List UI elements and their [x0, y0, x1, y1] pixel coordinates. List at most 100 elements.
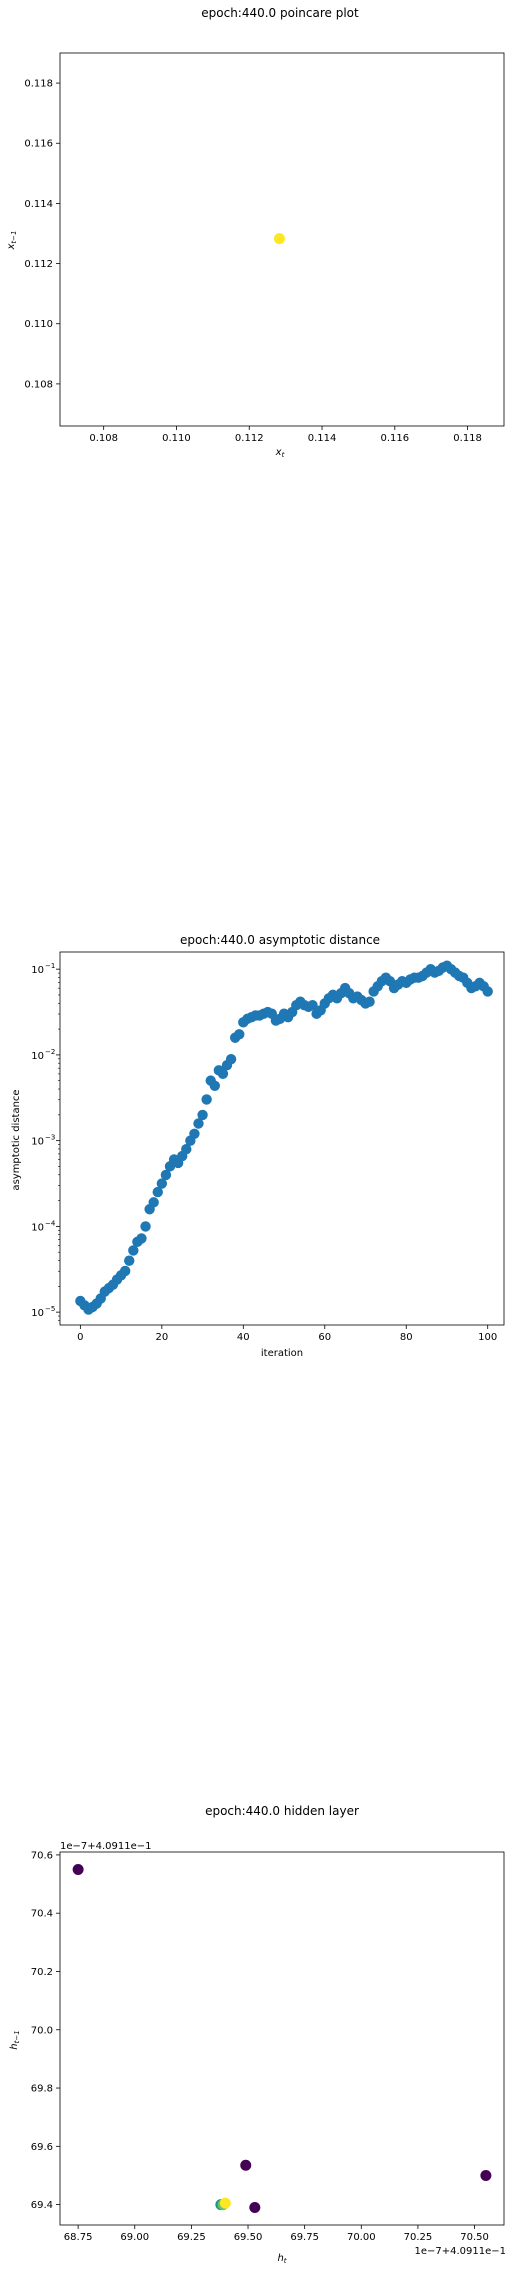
scatter-point: [234, 1029, 245, 1040]
y-tick-label: 10: [31, 1222, 44, 1233]
hidden-y-offset-text: 1e−7+4.0911e−1: [60, 1841, 152, 1852]
x-tick-label: 100: [478, 1332, 497, 1343]
scatter-point: [119, 1265, 131, 1277]
scatter-point: [181, 1144, 192, 1155]
scatter-point: [480, 2169, 492, 2181]
hidden-layer-chart: epoch:440.0 hidden layer 1e−7+4.0911e−1 …: [9, 1804, 506, 2265]
asymptotic-title: epoch:440.0 asymptotic distance: [180, 933, 380, 947]
asymptotic-points: [75, 960, 493, 1315]
y-tick-label: 69.8: [31, 2084, 53, 2095]
asymptotic-x-label: iteration: [261, 1348, 303, 1359]
scatter-point: [240, 2159, 252, 2171]
scatter-point: [217, 1068, 229, 1079]
scatter-point: [156, 1178, 168, 1189]
scatter-point: [128, 1245, 139, 1256]
scatter-point: [193, 1118, 204, 1129]
y-tick-base: 10: [31, 1222, 44, 1233]
hidden-y-label: ht−1: [9, 2030, 21, 2049]
asymptotic-y-label: asymptotic distance: [11, 1089, 22, 1190]
y-tick-label: 10: [31, 1051, 44, 1062]
y-tick-exponent: −4: [45, 1219, 56, 1227]
y-tick-exponent: −5: [45, 1305, 55, 1313]
asymptotic-y-ticks: 10−510−410−310−210−1: [31, 962, 60, 1321]
scatter-point: [124, 1255, 135, 1266]
asymptotic-distance-chart: epoch:440.0 asymptotic distance 0 20 40 60 8…: [11, 933, 505, 1359]
scatter-point: [219, 2197, 231, 2209]
scatter-point: [152, 1186, 163, 1198]
poincare-title: epoch:440.0 poincare plot: [201, 6, 359, 20]
x-tick-label: 69.50: [234, 2232, 263, 2243]
x-tick-label: 20: [155, 1332, 168, 1343]
scatter-point: [136, 1233, 147, 1244]
scatter-point: [249, 2202, 261, 2214]
y-tick-label: 0.112: [24, 259, 53, 270]
x-tick-label: 80: [400, 1332, 413, 1343]
y-tick-base: 10: [31, 1051, 44, 1062]
x-tick-label: 70.50: [460, 2232, 489, 2243]
x-tick-label: 60: [318, 1332, 331, 1343]
y-tick-base: 10: [31, 1137, 44, 1148]
y-tick-label: 70.0: [31, 2025, 53, 2036]
scatter-point: [160, 1169, 172, 1181]
poincare-plot-area: [59, 52, 505, 427]
y-tick-label: 70.6: [31, 1850, 53, 1861]
y-tick-label: 0.118: [24, 79, 53, 90]
hidden-title: epoch:440.0 hidden layer: [205, 1804, 359, 1818]
scatter-point: [148, 1197, 159, 1208]
y-tick-base: 10: [31, 1308, 44, 1319]
poincare-x-ticks: 0.108 0.110 0.112 0.114 0.116 0.118: [89, 426, 482, 444]
poincare-points: [273, 233, 285, 245]
scatter-point: [201, 1094, 212, 1105]
asymptotic-plot-area: [59, 951, 505, 1326]
asymptotic-x-ticks: 0 20 40 60 80 100: [77, 1325, 497, 1343]
scatter-point: [273, 233, 285, 245]
x-tick-label: 0.114: [308, 433, 337, 444]
poincare-chart: epoch:440.0 poincare plot 0.108 0.110 0.11…: [6, 6, 505, 459]
x-tick-label: 70.25: [404, 2232, 433, 2243]
poincare-x-label: xt: [275, 447, 285, 459]
x-tick-label: 69.75: [290, 2232, 319, 2243]
x-tick-label: 0.116: [380, 433, 409, 444]
hidden-x-offset-text: 1e−7+4.0911e−1: [414, 2246, 506, 2257]
scatter-point: [225, 1053, 237, 1065]
x-tick-label: 0.118: [453, 433, 482, 444]
scatter-point: [72, 1863, 84, 1875]
scatter-point: [482, 986, 493, 997]
y-tick-label: 10: [31, 965, 44, 976]
hidden-x-ticks: 68.75 69.00 69.25 69.50 69.75 70.00 70.25 70.50: [64, 2225, 489, 2243]
y-tick-label: 70.2: [31, 1967, 53, 1978]
y-tick-label: 10: [31, 1137, 44, 1148]
poincare-y-ticks: 0.108 0.110 0.112 0.114 0.116 0.118: [24, 79, 60, 390]
y-tick-base: 10: [31, 965, 44, 976]
x-tick-label: 0.108: [89, 433, 118, 444]
x-tick-label: 69.25: [177, 2232, 206, 2243]
hidden-y-ticks: 69.4 69.6 69.8 70.0 70.2 70.4 70.6: [31, 1850, 60, 2211]
hidden-x-label: ht: [277, 2253, 286, 2265]
y-tick-exponent: −3: [45, 1134, 55, 1142]
y-tick-label: 69.6: [31, 2142, 53, 2153]
y-tick-label: 0.114: [24, 199, 53, 210]
x-tick-label: 69.00: [120, 2232, 149, 2243]
x-tick-label: 0.112: [235, 433, 264, 444]
x-tick-label: 68.75: [64, 2232, 93, 2243]
scatter-point: [140, 1221, 151, 1232]
y-tick-label: 0.108: [24, 379, 53, 390]
scatter-point: [364, 996, 375, 1007]
scatter-point: [209, 1080, 220, 1091]
scatter-point: [307, 999, 318, 1011]
y-tick-label: 70.4: [31, 1909, 53, 1920]
x-tick-label: 40: [237, 1332, 250, 1343]
y-tick-label: 0.116: [24, 139, 53, 150]
scatter-point: [189, 1128, 200, 1139]
y-tick-label: 0.110: [24, 319, 53, 330]
y-tick-exponent: −1: [45, 962, 55, 970]
poincare-y-label: xt−1: [6, 231, 18, 251]
y-tick-label: 69.4: [31, 2200, 53, 2211]
hidden-plot-area: [59, 1851, 505, 2226]
y-tick-exponent: −2: [45, 1048, 55, 1056]
y-tick-label: 10: [31, 1308, 44, 1319]
x-tick-label: 0: [77, 1332, 83, 1343]
scatter-point: [197, 1109, 208, 1121]
x-tick-label: 70.00: [347, 2232, 376, 2243]
